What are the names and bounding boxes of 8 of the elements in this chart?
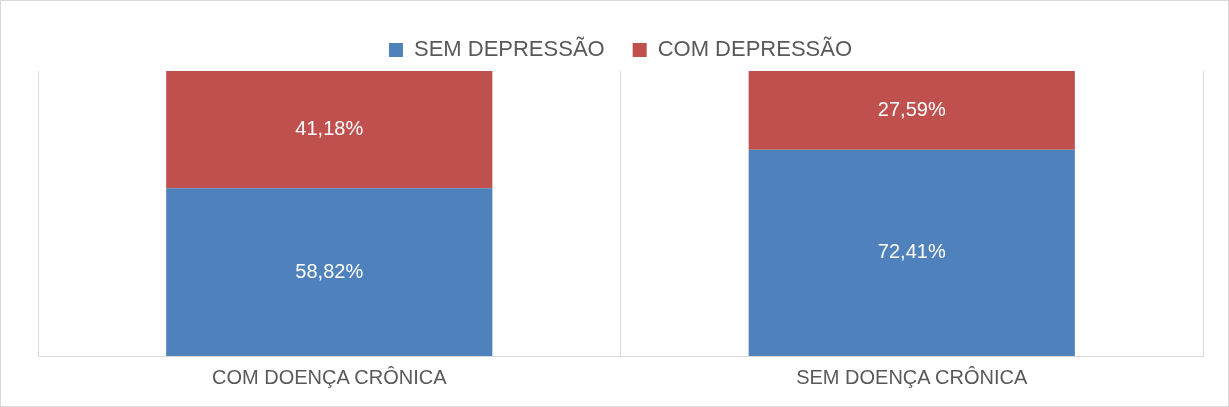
data-label: 58,82% [295,259,364,282]
data-label: 41,18% [295,117,364,140]
data-label: 27,59% [877,97,946,120]
legend-label: COM DEPRESSÃO [657,36,853,62]
x-tick-label: COM DOENÇA CRÔNICA [212,365,448,388]
data-label: 72,41% [877,240,946,263]
legend-label: SEM DEPRESSÃO [413,36,605,62]
x-tick-label: SEM DOENÇA CRÔNICA [796,365,1028,388]
